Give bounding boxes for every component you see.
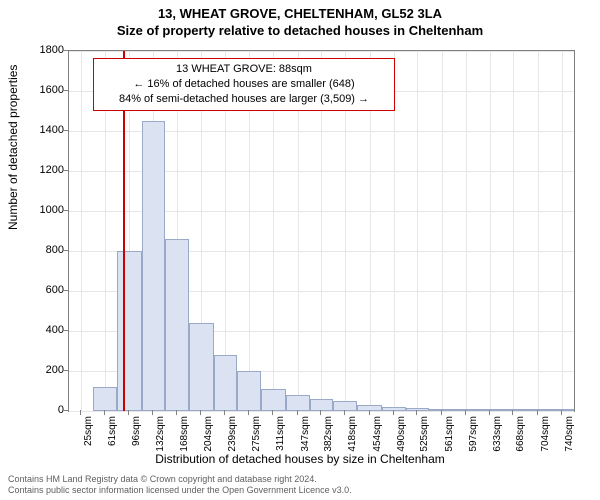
chart-container: 13, WHEAT GROVE, CHELTENHAM, GL52 3LA Si… [0,0,600,500]
y-tick-mark [63,170,68,171]
x-tick-mark [272,410,273,415]
x-tick-label: 418sqm [347,416,358,452]
y-tick-label: 1400 [40,124,64,136]
x-tick-label: 490sqm [396,416,407,452]
grid-line [538,51,539,411]
x-tick-mark [248,410,249,415]
x-tick-mark [369,410,370,415]
y-tick-mark [63,210,68,211]
x-tick-mark [344,410,345,415]
y-tick-label: 1600 [40,84,64,96]
footer-line1: Contains HM Land Registry data © Crown c… [8,474,352,485]
footer-line2: Contains public sector information licen… [8,485,352,496]
x-tick-mark [80,410,81,415]
x-tick-mark [489,410,490,415]
x-axis-label: Distribution of detached houses by size … [0,452,600,466]
y-tick-mark [63,90,68,91]
annotation-line: 13 WHEAT GROVE: 88sqm [100,62,388,77]
grid-line [417,51,418,411]
x-tick-label: 311sqm [275,416,286,451]
x-tick-label: 668sqm [515,416,526,452]
histogram-bar [214,355,238,411]
title-subtitle: Size of property relative to detached ho… [0,23,600,40]
histogram-bar [502,409,526,411]
histogram-bar [93,387,117,411]
y-tick-label: 1000 [40,204,64,216]
histogram-bar [142,121,166,411]
y-tick-mark [63,290,68,291]
x-tick-mark [128,410,129,415]
chart-title: 13, WHEAT GROVE, CHELTENHAM, GL52 3LA Si… [0,0,600,40]
y-tick-label: 1800 [40,44,64,56]
x-tick-mark [152,410,153,415]
grid-line [69,411,574,412]
x-tick-mark [320,410,321,415]
x-tick-mark [441,410,442,415]
grid-line [81,51,82,411]
histogram-bar [237,371,261,411]
histogram-bar [189,323,213,411]
x-tick-mark [393,410,394,415]
annotation-callout: 13 WHEAT GROVE: 88sqm← 16% of detached h… [93,58,395,111]
histogram-bar [165,239,189,411]
histogram-bar [117,251,141,411]
x-tick-mark [512,410,513,415]
title-address: 13, WHEAT GROVE, CHELTENHAM, GL52 3LA [0,6,600,23]
x-tick-label: 239sqm [227,416,238,452]
histogram-bar [310,399,334,411]
histogram-bar [333,401,357,411]
x-tick-mark [561,410,562,415]
y-tick-mark [63,250,68,251]
x-tick-label: 25sqm [83,416,94,446]
y-tick-mark [63,330,68,331]
x-tick-label: 382sqm [323,416,334,452]
x-tick-label: 61sqm [107,416,118,446]
y-tick-label: 400 [46,324,64,336]
x-tick-label: 704sqm [540,416,551,452]
x-tick-label: 96sqm [131,416,142,446]
grid-line [466,51,467,411]
x-tick-label: 633sqm [492,416,503,452]
y-tick-mark [63,410,68,411]
x-tick-label: 525sqm [419,416,430,452]
x-tick-mark [104,410,105,415]
x-tick-label: 204sqm [203,416,214,452]
x-tick-mark [224,410,225,415]
histogram-bar [261,389,285,411]
x-tick-mark [537,410,538,415]
x-tick-mark [176,410,177,415]
x-tick-mark [200,410,201,415]
annotation-line: ← 16% of detached houses are smaller (64… [100,77,388,92]
histogram-bar [286,395,310,411]
grid-line [490,51,491,411]
x-tick-label: 347sqm [300,416,311,452]
y-tick-mark [63,50,68,51]
x-tick-mark [416,410,417,415]
x-tick-label: 454sqm [372,416,383,452]
grid-line [442,51,443,411]
y-tick-label: 600 [46,284,64,296]
grid-line [562,51,563,411]
x-tick-label: 597sqm [468,416,479,452]
y-tick-label: 200 [46,364,64,376]
x-tick-label: 275sqm [251,416,262,452]
y-axis-label: Number of detached properties [6,65,20,230]
x-tick-label: 168sqm [179,416,190,452]
footer-attribution: Contains HM Land Registry data © Crown c… [8,474,352,496]
grid-line [513,51,514,411]
y-tick-label: 800 [46,244,64,256]
annotation-line: 84% of semi-detached houses are larger (… [100,92,388,107]
x-tick-mark [297,410,298,415]
y-tick-mark [63,130,68,131]
y-tick-label: 1200 [40,164,64,176]
x-tick-label: 740sqm [564,416,575,452]
histogram-bar [429,409,453,411]
histogram-bar [406,408,430,411]
x-tick-label: 132sqm [155,416,166,452]
x-tick-mark [465,410,466,415]
x-tick-label: 561sqm [444,416,455,452]
y-tick-mark [63,370,68,371]
